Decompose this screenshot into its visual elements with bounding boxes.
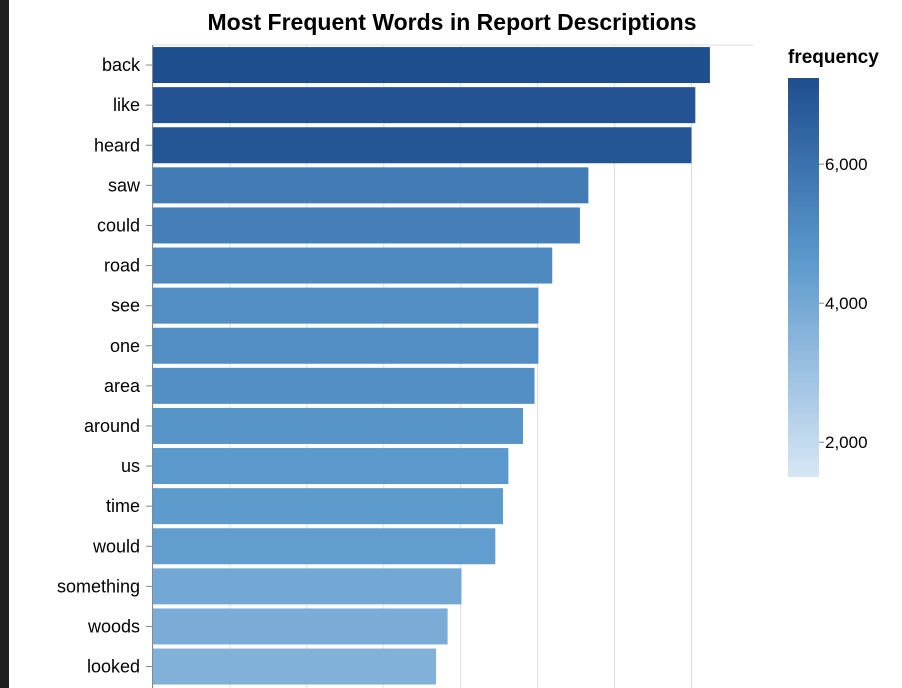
bar-like xyxy=(153,87,696,124)
bar-see xyxy=(153,287,539,324)
legend-color-ramp xyxy=(788,78,819,477)
legend-tick-label: 6,000 xyxy=(825,155,868,174)
y-tick-label: see xyxy=(111,296,140,316)
y-tick-label: looked xyxy=(87,657,140,677)
y-tick-label: heard xyxy=(94,135,140,155)
bar-could xyxy=(153,207,580,244)
bar-would xyxy=(153,528,496,565)
bars xyxy=(153,47,710,685)
y-tick-label: us xyxy=(121,456,140,476)
bar-area xyxy=(153,367,535,404)
y-tick-label: time xyxy=(106,496,140,516)
y-tick-label: saw xyxy=(108,175,141,195)
y-axis: back like heard saw could road see one area aroun… xyxy=(57,45,153,688)
bar-back xyxy=(153,47,710,84)
bar-around xyxy=(153,407,523,444)
legend-tick-label: 4,000 xyxy=(825,294,868,313)
y-tick-label: one xyxy=(110,336,140,356)
bar-woods xyxy=(153,608,448,645)
chart-title: Most Frequent Words in Report Descriptio… xyxy=(208,9,697,35)
legend-title: frequency xyxy=(788,47,879,68)
legend: frequency 2,000 4,000 6,000 xyxy=(788,47,879,477)
y-tick-label: would xyxy=(92,536,140,556)
bar-heard xyxy=(153,127,692,164)
legend-tick-label: 2,000 xyxy=(825,433,868,452)
y-tick-label: back xyxy=(102,55,141,75)
y-tick-label: woods xyxy=(87,616,140,636)
y-tick-label: could xyxy=(97,215,140,235)
bar-road xyxy=(153,247,553,284)
bar-saw xyxy=(153,167,589,204)
y-tick-label: like xyxy=(113,95,140,115)
y-tick-label: area xyxy=(104,376,141,396)
bar-us xyxy=(153,448,509,485)
bar-one xyxy=(153,327,539,364)
legend-ticks: 2,000 4,000 6,000 xyxy=(819,155,868,452)
bar-time xyxy=(153,488,503,525)
y-tick-label: something xyxy=(57,576,140,596)
bar-looked xyxy=(153,648,437,685)
window-edge xyxy=(0,0,9,688)
y-tick-label: road xyxy=(104,256,140,276)
y-tick-label: around xyxy=(84,416,140,436)
bar-something xyxy=(153,568,462,605)
